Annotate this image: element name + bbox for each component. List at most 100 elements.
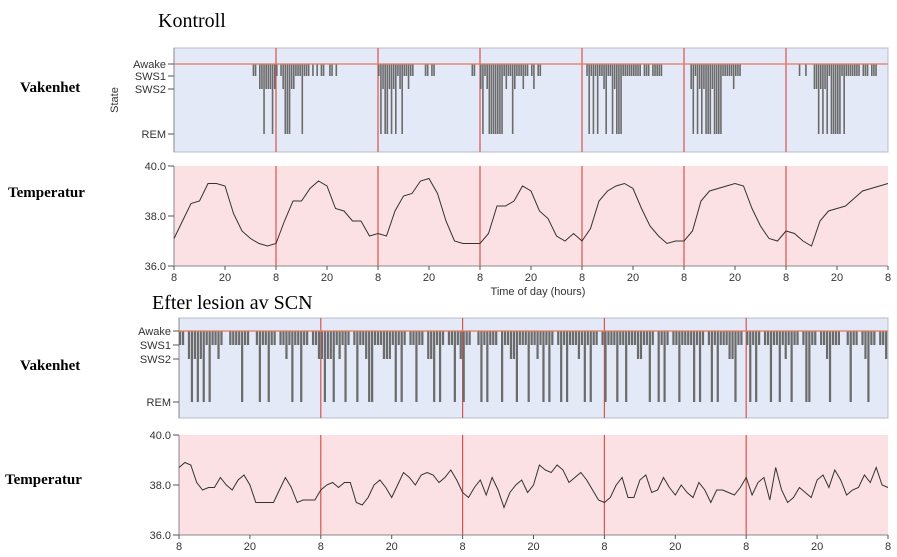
sleep-state-bar bbox=[539, 331, 542, 345]
sleep-state-bar bbox=[837, 64, 839, 134]
sleep-state-bar bbox=[864, 331, 867, 359]
sleep-state-bar bbox=[828, 64, 831, 76]
sleep-state-bar bbox=[409, 331, 412, 345]
sleep-state-bar bbox=[482, 64, 484, 134]
sleep-state-bar bbox=[845, 64, 848, 76]
sleep-state-bar bbox=[208, 331, 211, 402]
sleep-state-bar bbox=[267, 64, 270, 89]
sleep-state-bar bbox=[291, 331, 294, 402]
sleep-state-bar bbox=[731, 331, 734, 359]
sleep-state-bar bbox=[601, 64, 603, 76]
sleep-state-bar bbox=[382, 64, 384, 89]
sleep-state-bar bbox=[307, 64, 310, 76]
sleep-state-bar bbox=[647, 64, 650, 76]
sleep-state-bar bbox=[258, 331, 261, 402]
sleep-state-bar bbox=[415, 331, 418, 402]
sleep-state-bar bbox=[814, 331, 817, 345]
sleep-state-bar bbox=[825, 331, 829, 359]
sleep-state-bar bbox=[586, 331, 589, 345]
sleep-state-bar bbox=[611, 64, 614, 134]
sleep-state-bar bbox=[639, 64, 641, 76]
sleep-state-bar bbox=[433, 64, 435, 76]
sleep-state-bar bbox=[441, 331, 445, 345]
sleep-state-bar bbox=[645, 64, 648, 76]
sleep-state-bar bbox=[533, 331, 536, 345]
sleep-state-bar bbox=[639, 331, 643, 359]
sleep-state-bar bbox=[657, 331, 660, 402]
x-tick-label: 20 bbox=[811, 541, 823, 553]
sleep-state-bar bbox=[431, 64, 433, 76]
sleep-state-bar bbox=[660, 331, 663, 345]
sleep-state-bar bbox=[805, 331, 808, 402]
sleep-state-bar bbox=[851, 64, 854, 76]
sleep-state-bar bbox=[796, 331, 799, 345]
sleep-state-bar bbox=[693, 331, 696, 402]
sleep-state-bar bbox=[483, 331, 486, 345]
x-tick-label: 8 bbox=[743, 541, 749, 553]
sleep-state-bar bbox=[580, 331, 583, 345]
sleep-state-bar bbox=[526, 64, 529, 76]
sleep-state-bar bbox=[802, 331, 805, 345]
y-tick-label: REM bbox=[147, 397, 171, 409]
sleep-state-bar bbox=[359, 331, 362, 345]
sleep-state-bar bbox=[456, 331, 459, 345]
sleep-state-bar bbox=[852, 331, 855, 345]
sleep-state-bar bbox=[666, 331, 669, 345]
sleep-state-bar bbox=[301, 64, 304, 134]
sleep-state-bar bbox=[196, 331, 199, 402]
sleep-state-bar bbox=[202, 331, 205, 402]
sleep-state-bar bbox=[879, 331, 882, 345]
sleep-state-bar bbox=[494, 64, 497, 134]
sleep-state-bar bbox=[734, 331, 737, 402]
sleep-state-bar bbox=[551, 331, 554, 345]
sleep-state-bar bbox=[468, 331, 471, 345]
sleep-state-bar bbox=[386, 64, 389, 134]
sleep-state-bar bbox=[724, 64, 726, 76]
sleep-state-bar bbox=[238, 331, 241, 345]
x-tick-label: 8 bbox=[176, 541, 182, 553]
sleep-state-bar bbox=[338, 331, 341, 359]
sleep-state-bar bbox=[306, 331, 309, 345]
sleep-state-bar bbox=[316, 64, 318, 76]
sleep-state-bar bbox=[489, 331, 492, 345]
sleep-state-bar bbox=[326, 331, 329, 359]
sleep-state-bar bbox=[663, 331, 666, 402]
sleep-state-bar bbox=[397, 64, 399, 76]
sleep-state-bar bbox=[636, 331, 640, 359]
sleep-state-bar bbox=[503, 331, 507, 345]
x-tick-label: 8 bbox=[885, 272, 891, 284]
x-tick-label: 8 bbox=[273, 272, 279, 284]
sleep-state-bar bbox=[332, 331, 335, 402]
temperature-panel bbox=[174, 166, 888, 266]
sleep-state-bar bbox=[229, 331, 232, 345]
sleep-state-bar bbox=[596, 64, 599, 134]
sleep-state-bar bbox=[505, 64, 508, 89]
sleep-state-bar bbox=[412, 64, 414, 76]
sleep-state-bar bbox=[710, 331, 713, 402]
sleep-state-bar bbox=[484, 64, 486, 76]
sleep-state-bar bbox=[616, 331, 619, 402]
sleep-state-bar bbox=[264, 331, 267, 345]
sleep-state-bar bbox=[813, 64, 816, 89]
y-tick-label: REM bbox=[142, 129, 166, 141]
sleep-state-bar bbox=[817, 64, 820, 134]
sleep-state-bar bbox=[775, 331, 778, 345]
sleep-state-bar bbox=[303, 331, 306, 345]
row-label-temperatur-top: Temperatur bbox=[8, 185, 85, 201]
x-tick-label: 20 bbox=[831, 272, 843, 284]
sleep-state-bar bbox=[314, 331, 318, 345]
y-tick-label: SWS2 bbox=[135, 84, 166, 96]
sleep-state-bar bbox=[793, 331, 796, 345]
sleep-state-bar bbox=[273, 331, 276, 345]
x-tick-label: 20 bbox=[669, 541, 681, 553]
sleep-state-bar bbox=[690, 64, 692, 89]
sleep-state-bar bbox=[521, 331, 524, 345]
sleep-state-bar bbox=[651, 331, 654, 345]
sleep-state-bar bbox=[252, 64, 255, 76]
sleep-state-bar bbox=[622, 64, 624, 76]
x-tick-label: 8 bbox=[375, 272, 381, 284]
sleep-state-bar bbox=[560, 331, 563, 402]
sleep-state-bar bbox=[400, 331, 403, 402]
row-label-vakenhet-bottom: Vakenhet bbox=[20, 358, 80, 374]
sleep-state-bar bbox=[405, 64, 408, 76]
